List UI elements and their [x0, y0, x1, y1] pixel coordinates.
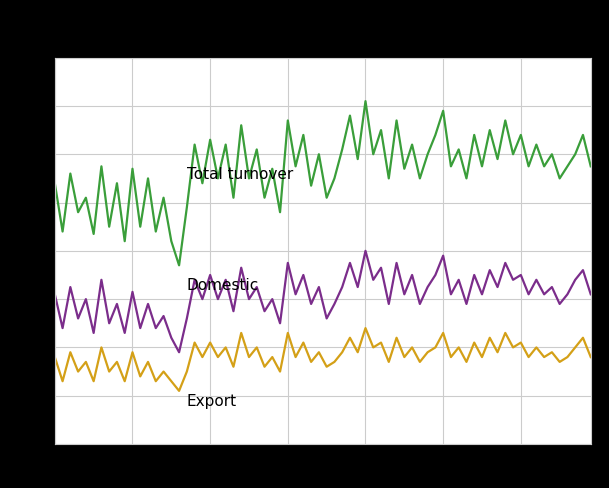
Text: Export: Export [187, 393, 237, 408]
Text: Domestic: Domestic [187, 278, 259, 293]
Text: Total turnover: Total turnover [187, 167, 293, 182]
